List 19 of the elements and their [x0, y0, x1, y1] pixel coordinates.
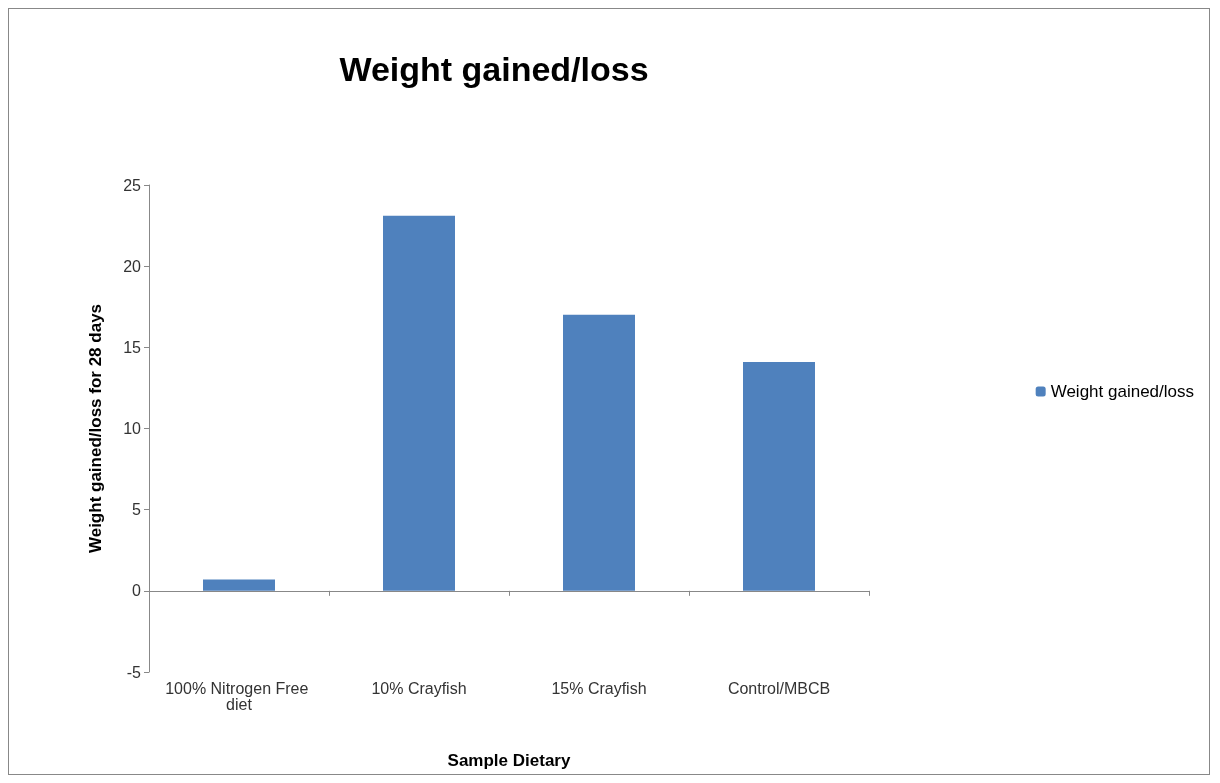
y-tick-label: 0: [132, 582, 142, 600]
chart-title: Weight gained/loss: [339, 50, 649, 88]
y-tick-label: 15: [123, 338, 142, 356]
y-axis-title: Weight gained/loss for 28 days: [86, 303, 105, 554]
y-tick-label: 10: [123, 420, 142, 437]
x-tick-label: Control/MBCB: [727, 679, 831, 697]
x-tick-label: 100% Nitrogen Free diet: [165, 679, 313, 713]
bar: [743, 361, 815, 591]
bar: [203, 579, 275, 591]
y-tick-label: 20: [123, 257, 142, 275]
x-tick-label: 10% Crayfish: [371, 679, 467, 697]
x-axis-title: Sample Dietary: [447, 751, 571, 770]
y-tick-label: 25: [123, 176, 142, 194]
bar: [563, 314, 635, 591]
bar: [383, 215, 455, 591]
y-tick-label: 5: [132, 501, 142, 519]
y-tick-label: -5: [126, 663, 142, 681]
x-tick-label: 15% Crayfish: [551, 679, 647, 697]
legend-label: Weight gained/loss: [1050, 382, 1195, 401]
